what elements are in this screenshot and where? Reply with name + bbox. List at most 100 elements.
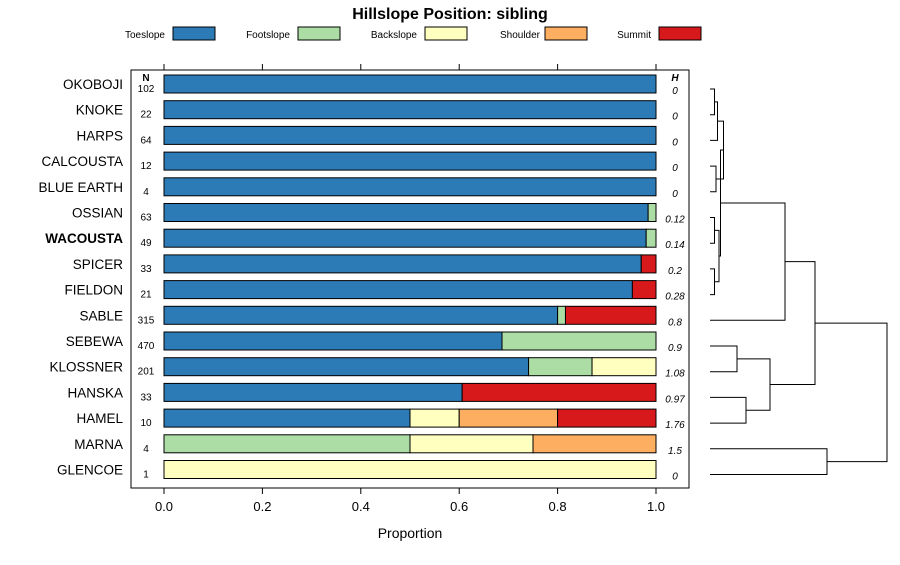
dendrogram-link (710, 345, 738, 373)
row-label: MARNA (74, 437, 123, 452)
row-calcousta: CALCOUSTA 12 0 (41, 151, 678, 174)
n-value: 4 (143, 444, 149, 455)
n-value: 470 (138, 341, 155, 352)
bar-segment-backslope (409, 434, 534, 454)
bar-segment-toeslope (163, 125, 657, 145)
row-label: KNOKE (76, 103, 123, 118)
row-label: SABLE (79, 308, 123, 323)
legend-label-summit: Summit (617, 30, 651, 41)
n-value: 1 (143, 470, 149, 481)
bar-segment-footslope (645, 228, 657, 248)
h-value: 0 (672, 112, 678, 123)
bar-segment-summit (640, 254, 657, 274)
bar-segment-toeslope (163, 382, 463, 402)
h-value: 0.12 (665, 215, 685, 226)
h-value: 0 (672, 86, 678, 97)
h-value: 0.8 (668, 317, 682, 328)
bar-segment-toeslope (163, 331, 503, 351)
x-tick-label: 0.2 (253, 499, 271, 514)
row-harps: HARPS 64 0 (76, 125, 678, 148)
legend-label-footslope: Footslope (246, 30, 290, 41)
bar-segment-footslope (501, 331, 657, 351)
row-label: WACOUSTA (45, 231, 123, 246)
x-axis: 0.0 0.2 0.4 0.6 0.8 1.0 (155, 64, 665, 514)
n-value: 4 (143, 187, 149, 198)
row-label: BLUE EARTH (38, 180, 123, 195)
n-value: 315 (138, 315, 155, 326)
legend-swatch-backslope (424, 26, 468, 41)
bar-segment-footslope (163, 434, 411, 454)
n-value: 33 (140, 392, 152, 403)
h-value: 0 (672, 137, 678, 148)
row-label: OKOBOJI (63, 77, 123, 92)
dendrogram-link (710, 396, 747, 424)
row-label: HAMEL (76, 411, 123, 426)
bar-segment-toeslope (163, 177, 657, 197)
dendrogram-link (815, 322, 888, 463)
row-fieldon: FIELDON 21 0.28 (64, 280, 685, 303)
row-label: KLOSSNER (49, 360, 123, 375)
bar-segment-summit (564, 305, 657, 325)
dendrogram-link (710, 88, 715, 116)
plot-frame (130, 69, 690, 489)
bar-segment-backslope (591, 357, 657, 377)
legend-label-backslope: Backslope (371, 30, 418, 41)
x-tick-label: 0.0 (155, 499, 173, 514)
dendrogram (710, 88, 888, 475)
row-label: CALCOUSTA (41, 154, 123, 169)
row-label: FIELDON (64, 283, 123, 298)
row-ossian: OSSIAN 63 0.12 (72, 203, 685, 226)
h-value: 0 (672, 472, 678, 483)
row-label: HARPS (76, 128, 123, 143)
row-okoboji: OKOBOJI 102 0 (63, 74, 678, 97)
bar-segment-toeslope (163, 357, 530, 377)
n-value: 10 (140, 418, 152, 429)
bar-segment-summit (461, 382, 657, 402)
bar-segment-toeslope (163, 228, 647, 248)
bar-segment-shoulder (458, 408, 559, 428)
row-hamel: HAMEL 10 1.76 (76, 408, 685, 431)
dendrogram-link (737, 358, 771, 411)
legend-swatch-summit (658, 26, 702, 41)
bar-segment-toeslope (163, 280, 633, 300)
h-value: 0.28 (665, 292, 685, 303)
n-value: 21 (140, 290, 152, 301)
chart-title: Hillslope Position: sibling (352, 6, 548, 23)
h-value: 1.5 (668, 446, 682, 457)
n-value: 64 (140, 135, 152, 146)
row-label: OSSIAN (72, 206, 123, 221)
row-label: GLENCOE (57, 463, 123, 478)
legend-swatch-footslope (297, 26, 341, 41)
dendrogram-link (710, 165, 717, 193)
h-value: 0.14 (665, 240, 685, 251)
bar-segment-footslope (528, 357, 593, 377)
row-glencoe: GLENCOE 1 0 (57, 460, 678, 483)
row-label: HANSKA (67, 385, 123, 400)
bar-segment-toeslope (163, 408, 411, 428)
h-value: 0 (672, 163, 678, 174)
dendrogram-link (710, 448, 828, 475)
bar-segment-shoulder (532, 434, 657, 454)
h-value: 0.2 (668, 266, 682, 277)
n-value: 201 (138, 367, 155, 378)
row-label: SEBEWA (66, 334, 123, 349)
legend-label-shoulder: Shoulder (500, 30, 541, 41)
row-knoke: KNOKE 22 0 (76, 100, 678, 123)
bar-segment-toeslope (163, 305, 559, 325)
h-value: 0.9 (668, 343, 682, 354)
row-wacousta: WACOUSTA 49 0.14 (45, 228, 685, 251)
n-value: 63 (140, 213, 152, 224)
bar-segment-summit (631, 280, 657, 300)
row-hanska: HANSKA 33 0.97 (67, 382, 685, 405)
x-tick-label: 1.0 (647, 499, 665, 514)
bar-segment-footslope (557, 305, 566, 325)
h-value: 1.08 (665, 369, 685, 380)
bar-segment-toeslope (163, 74, 657, 94)
legend-label-toeslope: Toeslope (125, 30, 165, 41)
x-axis-title: Proportion (378, 525, 443, 541)
h-value: 0.97 (665, 394, 685, 405)
n-value: 49 (140, 238, 152, 249)
dendrogram-link (710, 217, 715, 244)
